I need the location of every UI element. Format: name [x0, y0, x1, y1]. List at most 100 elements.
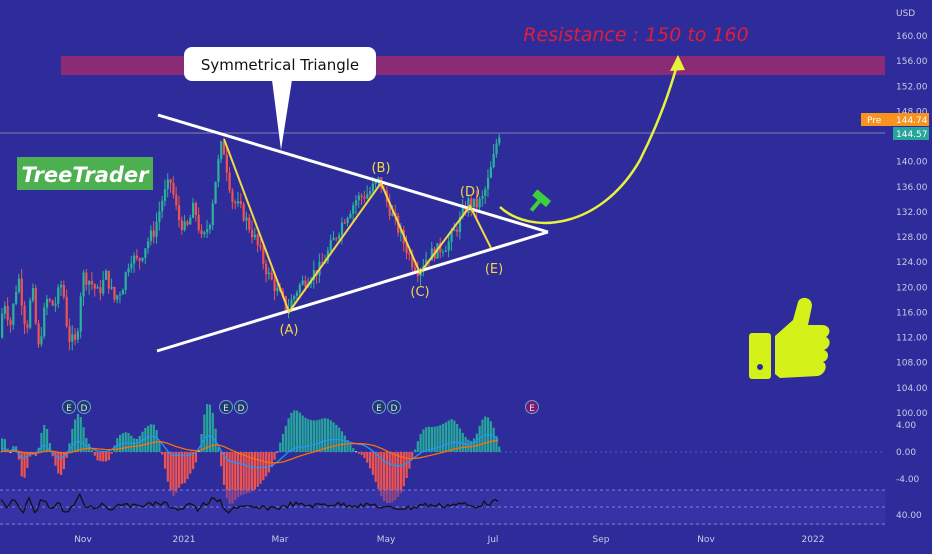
- candle-body: [141, 257, 144, 261]
- candle-body: [391, 212, 394, 216]
- candle-body: [158, 211, 161, 222]
- macd-bar: [3, 439, 7, 452]
- candle-body: [12, 303, 15, 325]
- earnings-marker[interactable]: [372, 400, 386, 414]
- candle-body: [149, 230, 153, 242]
- candle-body: [68, 326, 71, 342]
- macd-bar: [40, 432, 43, 452]
- candle-body: [93, 284, 96, 289]
- earnings-marker[interactable]: [219, 400, 233, 414]
- macd-bar: [304, 417, 307, 452]
- wave-label-a: (A): [279, 323, 298, 338]
- earnings-marker[interactable]: [387, 400, 401, 414]
- triangle-upper-line: [157, 113, 549, 234]
- wave-path: [223, 138, 492, 315]
- macd-bar: [335, 424, 338, 452]
- macd-bar: [290, 412, 293, 452]
- macd-bar: [371, 452, 374, 475]
- macd-bar: [340, 431, 344, 452]
- earnings-marker[interactable]: [77, 400, 91, 414]
- macd-bar: [149, 424, 153, 452]
- candle-body: [270, 272, 273, 280]
- candle-body: [99, 287, 102, 294]
- macd-bar: [281, 433, 285, 452]
- candle-body: [20, 278, 23, 306]
- macd-bar: [273, 452, 276, 460]
- price-tick-label: 116.00: [896, 308, 928, 318]
- macd-bar: [9, 451, 12, 453]
- macd-bar: [324, 418, 327, 452]
- price-tick-label: 152.00: [896, 82, 928, 92]
- candle-body: [37, 323, 40, 345]
- macd-bar: [234, 452, 237, 501]
- earnings-marker[interactable]: [62, 400, 76, 414]
- candle-body: [107, 270, 110, 289]
- candle-body: [265, 263, 268, 275]
- time-tick-label: Jul: [487, 535, 499, 545]
- macd-bar: [360, 452, 363, 455]
- candle-body: [346, 217, 349, 224]
- candle-body: [332, 238, 335, 241]
- macd-bar: [388, 452, 391, 504]
- macd-bar: [147, 425, 150, 452]
- earnings-marker[interactable]: [525, 400, 539, 414]
- candle-body: [458, 217, 462, 232]
- candle-body: [245, 217, 248, 221]
- candle-body: [357, 195, 360, 201]
- price-tick-label: 120.00: [896, 283, 928, 293]
- candle-body: [411, 254, 414, 268]
- candle-body: [211, 203, 214, 225]
- candle-body: [498, 137, 501, 144]
- candle-body: [62, 284, 66, 297]
- price-tag-pre-label: Pre: [867, 116, 882, 126]
- macd-bar: [203, 414, 206, 452]
- candle-body: [74, 334, 77, 340]
- candle-body: [321, 262, 324, 264]
- macd-bar: [59, 452, 63, 475]
- macd-tick-label: -4.00: [896, 475, 920, 485]
- price-tick-label: 124.00: [896, 258, 928, 268]
- candle-body: [329, 240, 332, 251]
- earnings-marker[interactable]: [234, 400, 248, 414]
- macd-bar: [447, 420, 450, 452]
- macd-bar: [444, 422, 448, 452]
- candle-body: [127, 268, 130, 273]
- price-tick-label: 132.00: [896, 208, 928, 218]
- macd-bar: [242, 452, 245, 495]
- candle-body: [256, 234, 259, 246]
- candle-body: [481, 196, 484, 199]
- candle-body: [304, 280, 307, 287]
- candle-body: [377, 177, 380, 182]
- candle-body: [293, 295, 296, 300]
- time-tick-label: May: [377, 535, 396, 545]
- candle-body: [439, 243, 442, 253]
- candle-body: [461, 208, 464, 218]
- macd-bar: [217, 447, 220, 452]
- candle-body: [186, 221, 189, 225]
- macd-bar: [332, 422, 335, 452]
- candle-body: [23, 305, 26, 325]
- macd-bar: [15, 446, 18, 452]
- time-tick-label: 2022: [802, 535, 825, 545]
- macd-bar: [456, 423, 459, 452]
- macd-bar: [57, 452, 60, 474]
- macd-bar: [256, 452, 259, 487]
- macd-bar: [74, 419, 77, 452]
- candle-body: [147, 241, 150, 249]
- candle-body: [175, 194, 178, 206]
- macd-bar: [82, 427, 85, 452]
- macd-bar: [422, 429, 425, 452]
- currency-label: USD: [896, 9, 915, 19]
- candle-body: [239, 201, 242, 204]
- macd-bar: [138, 435, 141, 452]
- earnings-marker-label: D: [81, 404, 88, 414]
- macd-bar: [383, 452, 386, 501]
- macd-bar: [194, 452, 198, 463]
- macd-bar: [366, 452, 369, 463]
- macd-bar: [144, 427, 147, 452]
- macd-bar: [245, 452, 248, 494]
- macd-bar: [295, 410, 299, 452]
- macd-bar: [183, 452, 186, 484]
